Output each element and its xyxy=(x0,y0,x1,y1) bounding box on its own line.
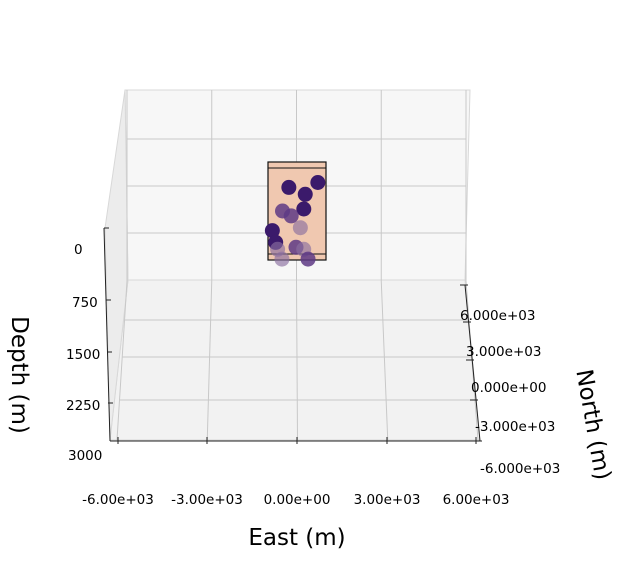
y-tick-label: 3.000e+03 xyxy=(466,344,541,360)
grid-line xyxy=(296,280,298,441)
data-point xyxy=(300,251,316,267)
axis-ticks: -6.00e+03 -3.00e+03 0.00e+00 3.00e+03 6.00e+… xyxy=(66,227,560,508)
x-tick-label: 3.00e+03 xyxy=(354,492,421,508)
y-tick-label: -3.000e+03 xyxy=(475,419,555,435)
z-tick-label: 3000 xyxy=(68,448,102,464)
x-tick-label: -3.00e+03 xyxy=(171,492,243,508)
y-axis-line xyxy=(464,284,481,442)
y-tick-label: 6.000e+03 xyxy=(460,308,535,324)
x-tick-label: 6.00e+03 xyxy=(443,492,510,508)
x-tick-label: 0.00e+00 xyxy=(264,492,331,508)
z-tick-label: 750 xyxy=(72,295,98,311)
data-points xyxy=(264,175,326,267)
y-tick-label: -6.000e+03 xyxy=(480,461,560,477)
data-point xyxy=(310,175,326,190)
grid-line xyxy=(206,280,213,441)
data-point xyxy=(296,201,312,217)
data-point xyxy=(264,223,280,239)
floor-pane xyxy=(109,279,481,441)
y-axis-title: North (m) xyxy=(570,367,615,482)
z-tick-label: 2250 xyxy=(66,398,100,414)
z-axis-line xyxy=(103,227,111,442)
x-tick-label: -6.00e+03 xyxy=(82,492,154,508)
y-tick-label: 0.000e+00 xyxy=(471,380,546,396)
grid-line xyxy=(116,280,128,441)
data-point xyxy=(283,208,299,224)
data-point xyxy=(281,179,297,195)
data-point xyxy=(297,186,313,202)
z-tick-label: 1500 xyxy=(66,347,100,363)
x-axis-title: East (m) xyxy=(248,525,345,551)
z-axis-title: Depth (m) xyxy=(6,316,32,434)
grid-line xyxy=(380,280,389,441)
grid-lines xyxy=(116,90,479,441)
data-point xyxy=(274,251,290,267)
z-tick-label: 0 xyxy=(74,242,83,258)
data-point xyxy=(292,220,308,236)
